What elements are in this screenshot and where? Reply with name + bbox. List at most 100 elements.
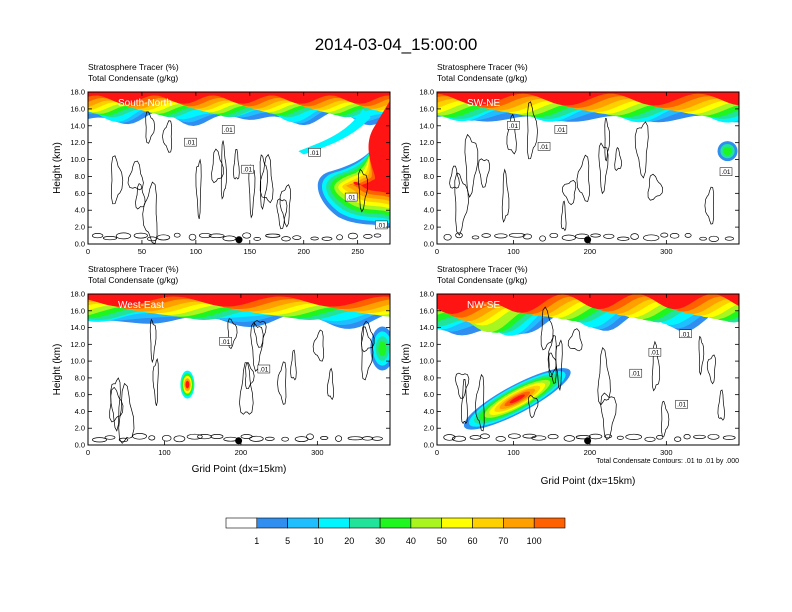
y-tick-label: 10.0 bbox=[70, 155, 85, 164]
y-tick-label: 14.0 bbox=[419, 323, 434, 332]
tracer-field bbox=[437, 294, 739, 445]
contour-label: .01 bbox=[377, 222, 386, 229]
colorbar-swatch bbox=[318, 517, 350, 529]
contour-label-box bbox=[344, 192, 358, 202]
y-tick-label: 16.0 bbox=[419, 104, 434, 113]
x-tick-label: 300 bbox=[660, 247, 673, 256]
colorbar-label: 40 bbox=[406, 536, 416, 546]
y-tick-label: 4.0 bbox=[75, 206, 85, 215]
panel-label: South-North bbox=[118, 98, 172, 109]
y-tick-label: 8.0 bbox=[424, 373, 434, 382]
y-tick-label: 4.0 bbox=[424, 407, 434, 416]
x-tick-label: 100 bbox=[507, 448, 520, 457]
y-tick-label: 18.0 bbox=[419, 88, 434, 97]
x-tick-label: 150 bbox=[244, 247, 257, 256]
figure-title: 2014-03-04_15:00:00 bbox=[315, 35, 478, 54]
colorbar-swatch bbox=[533, 517, 566, 529]
contour-label-box bbox=[679, 329, 692, 339]
colorbar-swatch bbox=[348, 517, 381, 529]
x-tick-label: 0 bbox=[86, 448, 90, 457]
y-tick-label: 8.0 bbox=[75, 373, 85, 382]
y-tick-label: 18.0 bbox=[419, 290, 434, 299]
contour-label: .01 bbox=[650, 350, 659, 357]
x-tick-label: 0 bbox=[86, 247, 90, 256]
colorbar-label: 20 bbox=[344, 536, 354, 546]
contour-note: Total Condensate Contours: .01 to .01 by… bbox=[596, 458, 739, 465]
contour-label: .01 bbox=[721, 169, 730, 176]
contour-label-box bbox=[241, 164, 254, 174]
contour-label: .01 bbox=[677, 402, 686, 409]
x-tick-label: 200 bbox=[297, 247, 310, 256]
x-axis-label: Grid Point (dx=15km) bbox=[192, 464, 287, 475]
x-tick-label: 100 bbox=[507, 247, 520, 256]
contour-label-box bbox=[308, 148, 321, 157]
panel-west-east: Stratosphere Tracer (%)Total Condensate … bbox=[52, 264, 391, 475]
condensate-contours bbox=[91, 111, 382, 244]
panel-header-condensate: Total Condensate (g/kg) bbox=[437, 275, 527, 285]
contour-label-box bbox=[375, 220, 388, 230]
contour-label: .01 bbox=[310, 150, 319, 157]
panel-header-tracer: Stratosphere Tracer (%) bbox=[88, 264, 179, 274]
x-tick-label: 0 bbox=[435, 247, 439, 256]
location-marker bbox=[584, 236, 592, 244]
y-tick-label: 6.0 bbox=[424, 390, 434, 399]
y-tick-label: 0.0 bbox=[75, 441, 85, 450]
contour-label-box bbox=[629, 368, 643, 378]
y-tick-label: 6.0 bbox=[75, 390, 85, 399]
x-tick-label: 0 bbox=[435, 448, 439, 457]
colorbar-swatch bbox=[472, 517, 504, 529]
plot-frame bbox=[87, 91, 391, 245]
location-marker bbox=[235, 437, 243, 445]
colorbar-label: 60 bbox=[467, 536, 477, 546]
y-tick-label: 18.0 bbox=[70, 290, 85, 299]
colorbar: 1 5 10 20 30 40 50 60 70 100 bbox=[225, 517, 566, 546]
colorbar-label: 5 bbox=[285, 536, 290, 546]
x-tick-label: 300 bbox=[311, 448, 324, 457]
panel-header-condensate: Total Condensate (g/kg) bbox=[437, 73, 527, 83]
y-tick-label: 6.0 bbox=[75, 189, 85, 198]
contour-label: .01 bbox=[556, 127, 565, 134]
colorbar-label: 70 bbox=[498, 536, 508, 546]
contour-label-box bbox=[719, 167, 733, 176]
y-tick-label: 8.0 bbox=[75, 172, 85, 181]
y-tick-label: 16.0 bbox=[70, 306, 85, 315]
contour-label: .01 bbox=[243, 167, 252, 174]
y-tick-label: 16.0 bbox=[70, 104, 85, 113]
contour-label: .01 bbox=[224, 127, 233, 134]
x-tick-label: 200 bbox=[235, 448, 248, 457]
y-tick-label: 14.0 bbox=[419, 121, 434, 130]
contour-label: .01 bbox=[186, 140, 195, 147]
y-tick-label: 8.0 bbox=[424, 172, 434, 181]
location-marker bbox=[235, 236, 243, 244]
plot-frame bbox=[436, 293, 740, 446]
x-tick-label: 100 bbox=[190, 247, 203, 256]
x-tick-label: 100 bbox=[158, 448, 171, 457]
y-tick-label: 6.0 bbox=[424, 189, 434, 198]
panel-sw-ne: Stratosphere Tracer (%)Total Condensate … bbox=[401, 62, 740, 256]
contour-label: .01 bbox=[540, 144, 549, 151]
colorbar-label: 100 bbox=[527, 536, 542, 546]
colorbar-swatch bbox=[441, 517, 473, 529]
y-axis-label: Height (km) bbox=[401, 344, 412, 396]
plot-frame bbox=[87, 293, 391, 446]
panel-header-condensate: Total Condensate (g/kg) bbox=[88, 275, 178, 285]
contour-label-box bbox=[537, 142, 551, 151]
location-marker bbox=[584, 437, 592, 445]
panel-header-tracer: Stratosphere Tracer (%) bbox=[88, 62, 179, 72]
y-tick-label: 4.0 bbox=[75, 407, 85, 416]
panel-header-tracer: Stratosphere Tracer (%) bbox=[437, 264, 528, 274]
y-tick-label: 0.0 bbox=[424, 441, 434, 450]
y-tick-label: 0.0 bbox=[75, 240, 85, 249]
colorbar-label: 30 bbox=[375, 536, 385, 546]
contour-label-box bbox=[675, 399, 688, 409]
y-axis-label: Height (km) bbox=[401, 142, 412, 194]
y-axis-label: Height (km) bbox=[52, 344, 63, 396]
contour-label: .01 bbox=[347, 195, 356, 202]
y-tick-label: 0.0 bbox=[424, 240, 434, 249]
contour-label-box bbox=[648, 347, 662, 357]
y-tick-label: 4.0 bbox=[424, 206, 434, 215]
colorbar-swatch bbox=[379, 517, 412, 529]
contour-label-box bbox=[554, 125, 568, 134]
condensate-contours bbox=[91, 318, 383, 444]
colorbar-label: 1 bbox=[254, 536, 259, 546]
